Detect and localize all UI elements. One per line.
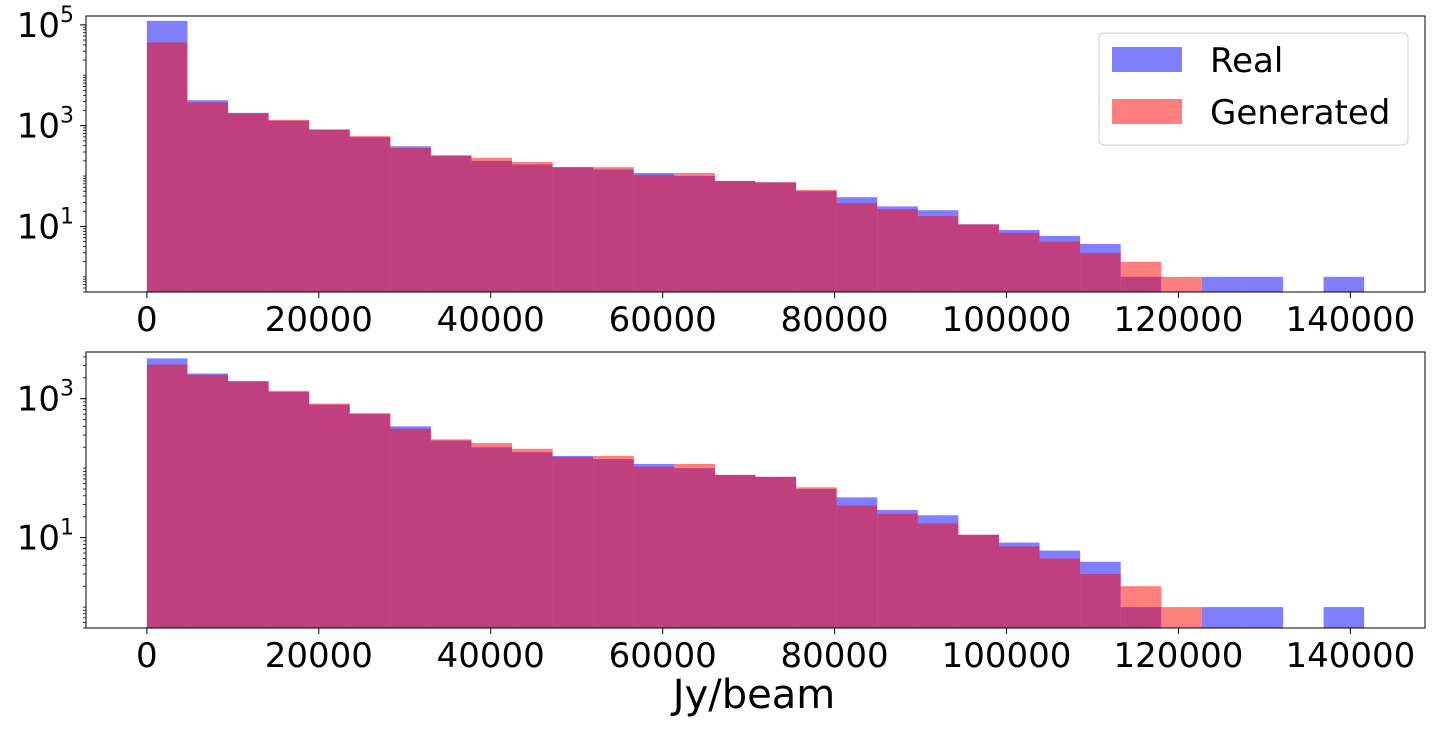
- x-tick-label: 120000: [1114, 300, 1244, 340]
- legend-swatch-real: [1112, 47, 1182, 72]
- legend: Real Generated: [1098, 32, 1409, 146]
- bar-generated-15: [755, 182, 797, 292]
- axes-frame: [85, 15, 1426, 293]
- bar-generated-7: [430, 155, 472, 292]
- top-histogram-panel: 0 20000 40000 60000 80000 100000 120000 140000 1…: [17, 3, 1426, 340]
- bar-generated-23: [1080, 252, 1121, 292]
- bar-generated-16: [796, 487, 837, 628]
- bar-generated-15: [755, 476, 797, 628]
- bar-generated-1: [187, 374, 229, 628]
- bar-real-29: [1323, 276, 1365, 292]
- x-tick-label: 60000: [609, 300, 717, 340]
- x-axis-label: Jy/beam: [670, 672, 835, 718]
- x-tick-label: 20000: [265, 300, 373, 340]
- x-tick-label: 60000: [609, 636, 717, 676]
- bar-generated-9: [512, 162, 553, 292]
- bar-generated-12: [633, 174, 675, 292]
- bar-generated-14: [714, 180, 756, 292]
- bar-generated-24: [1120, 261, 1162, 292]
- x-tick-label: 0: [136, 636, 158, 676]
- bar-generated-22: [1039, 558, 1081, 628]
- bar-generated-12: [633, 466, 675, 628]
- bar-generated-22: [1039, 241, 1081, 292]
- bar-real-27: [1242, 276, 1283, 292]
- bar-generated-6: [390, 428, 431, 628]
- legend-swatch-generated: [1112, 99, 1182, 124]
- bar-generated-20: [958, 534, 999, 628]
- bar-generated-19: [917, 216, 959, 292]
- bar-generated-4: [309, 403, 350, 628]
- bar-generated-8: [471, 157, 513, 292]
- x-tick-label: 0: [136, 300, 158, 340]
- bar-generated-2: [228, 113, 269, 292]
- bar-generated-13: [674, 463, 715, 628]
- legend-label-generated: Generated: [1210, 93, 1390, 133]
- x-tick-label: 20000: [265, 636, 373, 676]
- bar-generated-23: [1080, 573, 1121, 628]
- bar-generated-1: [187, 102, 229, 292]
- bar-generated-18: [877, 209, 918, 292]
- y-tick-label: 103: [17, 377, 74, 420]
- bar-real-27: [1242, 607, 1283, 628]
- bar-real-29: [1323, 607, 1365, 628]
- bar-generated-11: [593, 455, 634, 628]
- bar-generated-4: [309, 129, 350, 292]
- bar-generated-20: [958, 224, 999, 292]
- y-tick-label: 101: [17, 516, 74, 559]
- bar-generated-21: [998, 546, 1040, 628]
- bar-real-26: [1201, 276, 1243, 292]
- bar-generated-5: [349, 413, 391, 628]
- x-tick-label: 140000: [1285, 636, 1415, 676]
- bar-generated-10: [552, 167, 594, 292]
- x-tick-label: 100000: [942, 636, 1072, 676]
- x-tick-label: 40000: [437, 300, 545, 340]
- bar-generated-10: [552, 456, 594, 628]
- y-tick-label: 103: [17, 104, 74, 147]
- bar-generated-3: [268, 390, 310, 628]
- bottom-histogram-panel: 0 20000 40000 60000 80000 100000 120000 140000 1…: [17, 351, 1426, 676]
- bar-generated-0: [146, 42, 188, 292]
- bar-real-26: [1201, 607, 1243, 628]
- bar-generated-13: [674, 172, 715, 292]
- x-tick-label: 120000: [1114, 636, 1244, 676]
- bar-generated-11: [593, 167, 634, 292]
- y-tick-label: 101: [17, 204, 74, 247]
- bar-generated-9: [512, 448, 553, 628]
- bar-generated-19: [917, 523, 959, 628]
- bar-generated-17: [836, 505, 878, 628]
- bar-generated-14: [714, 474, 756, 628]
- bar-generated-2: [228, 381, 269, 628]
- axes-frame: [85, 351, 1426, 629]
- bar-generated-16: [796, 189, 837, 292]
- bar-generated-17: [836, 203, 878, 292]
- bar-generated-0: [146, 364, 188, 628]
- y-tick-label: 105: [17, 3, 74, 46]
- bar-generated-3: [268, 119, 310, 292]
- bar-generated-25: [1161, 607, 1202, 628]
- bar-generated-18: [877, 513, 918, 628]
- bar-generated-21: [998, 232, 1040, 292]
- x-tick-label: 140000: [1285, 300, 1415, 340]
- legend-label-real: Real: [1210, 41, 1283, 81]
- x-tick-label: 80000: [781, 300, 889, 340]
- x-tick-label: 40000: [437, 636, 545, 676]
- x-tick-label: 100000: [942, 300, 1072, 340]
- bar-generated-6: [390, 148, 431, 292]
- bar-generated-7: [430, 439, 472, 628]
- bar-generated-5: [349, 136, 391, 292]
- x-tick-label: 80000: [781, 636, 889, 676]
- bar-generated-8: [471, 443, 513, 628]
- bar-generated-25: [1161, 276, 1202, 292]
- bar-generated-24: [1120, 586, 1162, 628]
